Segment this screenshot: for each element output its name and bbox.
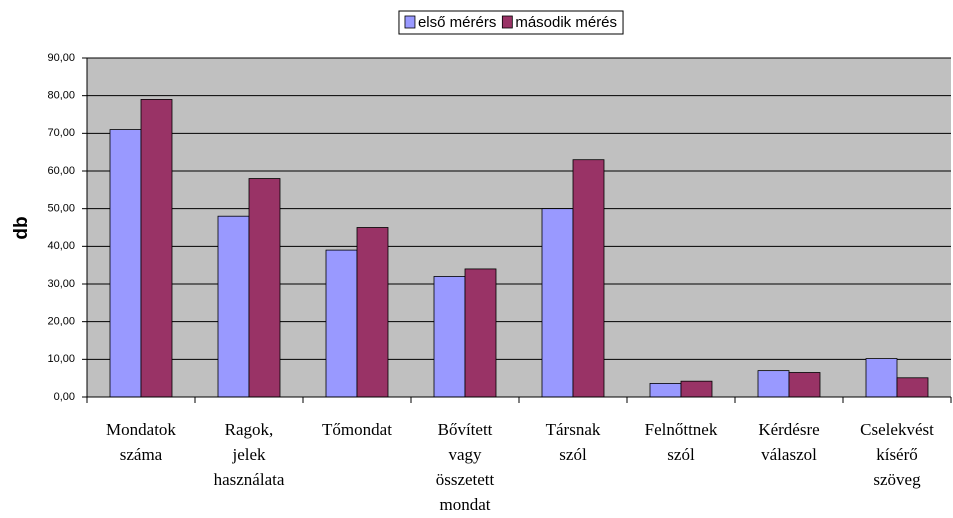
bar	[109, 129, 142, 398]
bar	[433, 276, 466, 398]
x-tick-label: száma	[120, 445, 163, 464]
bar	[217, 215, 250, 398]
y-tick-label: 20,00	[47, 316, 75, 328]
y-tick-label: 70,00	[47, 127, 75, 139]
x-tick-label: szöveg	[873, 470, 921, 489]
x-tick-label: vagy	[448, 445, 482, 464]
x-tick-label: használata	[214, 470, 285, 489]
y-tick-label: 90,00	[47, 52, 75, 64]
y-tick-label: 0,00	[54, 391, 75, 403]
x-tick-label: válaszol	[761, 445, 817, 464]
bar	[572, 159, 605, 398]
y-tick-label: 50,00	[47, 203, 75, 215]
x-tick-label: jelek	[231, 445, 266, 464]
y-tick-label: 40,00	[47, 240, 75, 252]
x-tick-label: mondat	[440, 495, 491, 514]
bar	[865, 358, 898, 398]
x-tick-label: Ragok,	[225, 420, 274, 439]
bar	[757, 370, 790, 398]
bar	[325, 249, 358, 398]
y-tick-label: 10,00	[47, 353, 75, 365]
legend-swatch	[404, 15, 416, 29]
bar	[248, 178, 281, 398]
x-tick-label: Mondatok	[106, 420, 176, 439]
x-tick-label: Bővített	[438, 420, 493, 439]
x-tick-label: Kérdésre	[758, 420, 819, 439]
x-tick-label: Tőmondat	[322, 420, 392, 439]
bar	[680, 380, 713, 398]
x-tick-label: szól	[667, 445, 695, 464]
x-tick-label: Cselekvést	[860, 420, 934, 439]
x-tick-label: szól	[559, 445, 587, 464]
bar	[896, 377, 929, 398]
bar	[788, 372, 821, 398]
bar	[464, 268, 497, 398]
y-axis-label: db	[11, 216, 32, 239]
y-tick-label: 60,00	[47, 165, 75, 177]
bar	[541, 208, 574, 398]
y-tick-label: 30,00	[47, 278, 75, 290]
bar	[140, 99, 173, 398]
bar	[649, 383, 682, 398]
x-tick-label: kísérő	[876, 445, 918, 464]
legend-label: első mérérs	[418, 14, 496, 31]
x-tick-label: Társnak	[546, 420, 601, 439]
legend-label: második mérés	[515, 14, 617, 31]
x-tick-label: összetett	[436, 470, 495, 489]
bar	[356, 227, 389, 398]
x-tick-label: Felnőttnek	[645, 420, 718, 439]
legend-swatch	[501, 15, 513, 29]
plot-area	[87, 58, 951, 397]
y-tick-label: 80,00	[47, 90, 75, 102]
